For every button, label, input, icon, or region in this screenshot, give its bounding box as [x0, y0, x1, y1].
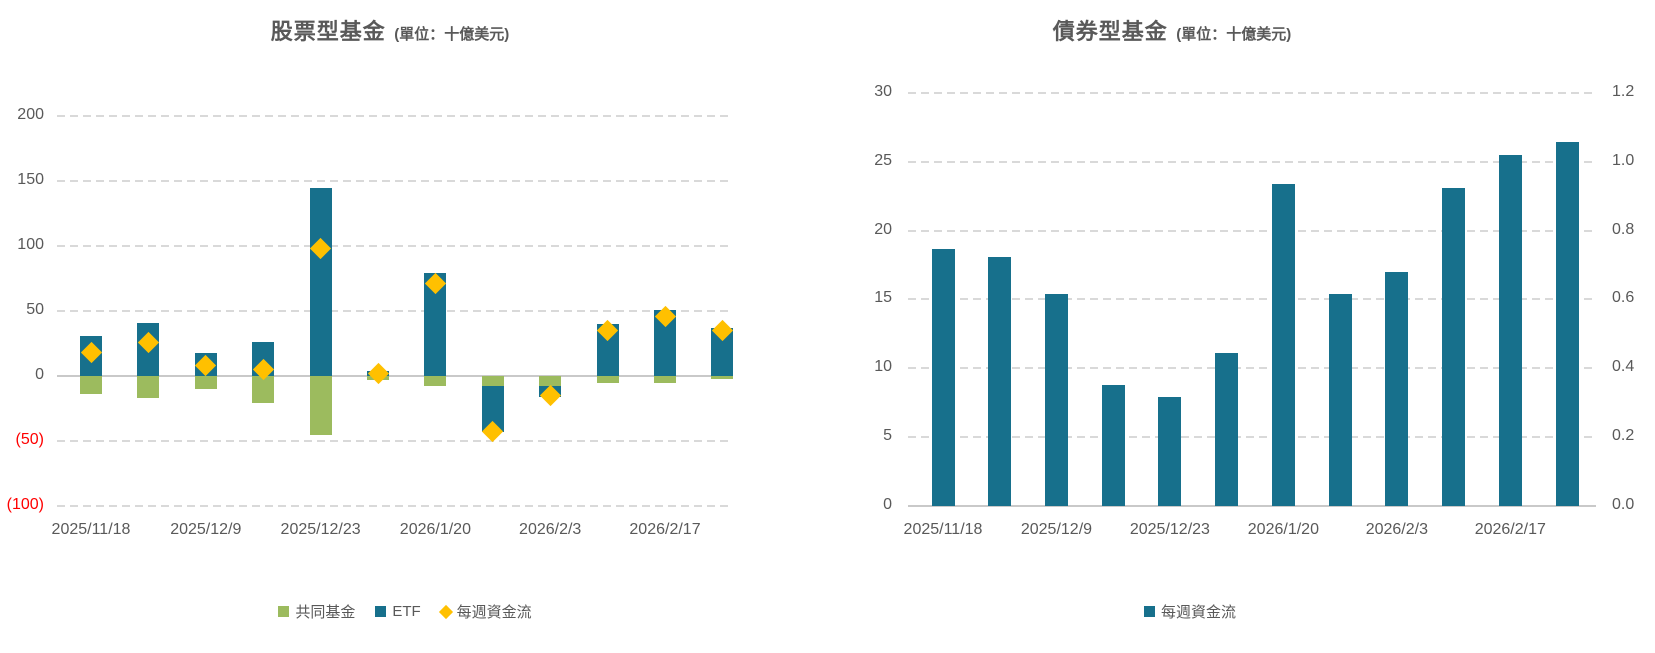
equity-chart-title-text: 股票型基金 [270, 19, 386, 44]
mutual-fund-bar [424, 376, 447, 387]
weekly-flow-bar [1328, 293, 1352, 506]
bond-chart-title-unit: (單位：十億美元) [1176, 26, 1292, 43]
equity-x-axis-label: 2026/2/3 [519, 521, 582, 538]
equity-x-axis-label: 2025/11/18 [51, 521, 131, 538]
mutual-fund-legend-swatch-icon [278, 606, 290, 617]
bond-secondary-axis-tick: 1.2 [1612, 82, 1635, 100]
equity-gridline-neg100neg [57, 505, 733, 507]
bond-legend: 每週資金流 [840, 601, 1540, 622]
mutual-fund-bar [481, 376, 504, 387]
mutual-fund-bar [252, 376, 275, 404]
weekly-flow-bar [1215, 353, 1239, 506]
bond-gridline-5 [908, 436, 1596, 439]
weekly-flow-bar [1498, 154, 1522, 506]
legend-item-weekly-flow: 每週資金流 [438, 601, 532, 622]
bond-x-axis-label: 2025/11/18 [903, 521, 983, 538]
mutual-fund-bar [194, 376, 217, 389]
mutual-fund-bar [137, 376, 160, 399]
bond-x-axis-label: 2025/12/23 [1129, 521, 1210, 538]
bond-gridline-10 [908, 367, 1596, 370]
equity-x-axis-label: 2025/12/9 [170, 521, 242, 538]
equity-gridline-0 [57, 375, 733, 377]
legend-item-mutual-fund: 共同基金 [278, 601, 355, 622]
weekly-flow-bar [988, 256, 1012, 506]
bond-y-axis-tick: 5 [883, 427, 892, 445]
equity-y-axis-tick: (50) [15, 431, 44, 448]
etf-bar [711, 327, 734, 376]
weekly-flow-bar [1442, 187, 1466, 506]
bond-secondary-axis-tick: 0.0 [1612, 496, 1635, 513]
legend-item-etf: ETF [375, 603, 421, 620]
equity-y-axis-tick: 50 [26, 301, 44, 318]
etf-bar [481, 386, 504, 432]
mutual-fund-legend-label: 共同基金 [295, 604, 356, 621]
etf-bar [424, 273, 447, 376]
bond-x-axis-label: 2026/1/20 [1247, 521, 1319, 538]
bond-gridline-20 [908, 229, 1596, 232]
mutual-fund-bar [711, 376, 734, 379]
equity-y-axis-tick: 150 [17, 171, 44, 188]
etf-legend-label: ETF [392, 603, 421, 620]
bond-gridline-0 [908, 505, 1596, 507]
equity-y-axis-tick: 100 [17, 236, 44, 253]
equity-x-axis-label: 2026/1/20 [399, 521, 471, 538]
etf-bar [596, 324, 619, 376]
weekly-flow-bar [1385, 271, 1409, 506]
weekly-flow-bar [1555, 142, 1579, 506]
bond-chart-title-text: 債券型基金 [1052, 19, 1168, 44]
weekly-flow-bar [1101, 384, 1125, 506]
bond-y-axis-tick: 30 [874, 82, 892, 100]
legend-item-weekly-flow: 每週資金流 [1143, 601, 1236, 622]
mutual-fund-bar [309, 376, 332, 435]
weekly-flow-bar [1158, 397, 1182, 506]
bond-chart-title: 債券型基金 (單位：十億美元) [822, 14, 1522, 46]
bond-y-axis-tick: 0 [883, 496, 892, 513]
equity-x-axis-label: 2025/12/23 [280, 521, 361, 538]
bond-gridline-25 [908, 160, 1596, 163]
weekly-flow-bar [1271, 183, 1295, 506]
bond-secondary-axis-tick: 1.0 [1612, 151, 1635, 169]
mutual-fund-bar [654, 376, 676, 383]
bond-gridline-30 [908, 91, 1596, 94]
weekly-flow-marker [367, 362, 389, 384]
bond-secondary-axis-tick: 0.4 [1612, 358, 1635, 376]
weekly-flow-legend-label: 每週資金流 [1160, 604, 1236, 621]
etf-bar [309, 187, 332, 376]
equity-gridline-200 [57, 115, 733, 117]
weekly-flow-bar [1044, 293, 1068, 506]
equity-y-axis-tick: (100) [6, 496, 44, 513]
equity-gridline-neg50neg [57, 440, 733, 442]
weekly-flow-legend-swatch-icon [1143, 606, 1155, 617]
equity-legend: 共同基金 ETF 每週資金流 [55, 601, 755, 622]
bond-secondary-axis-tick: 0.8 [1612, 220, 1635, 238]
mutual-fund-bar [80, 376, 102, 395]
weekly-flow-legend-label: 每週資金流 [456, 604, 532, 621]
weekly-flow-legend-swatch-icon [438, 604, 453, 619]
bond-x-axis-label: 2026/2/3 [1365, 521, 1428, 538]
etf-bar [654, 309, 676, 376]
mutual-fund-bar [539, 376, 562, 387]
equity-gridline-150 [57, 180, 733, 182]
bond-y-axis-tick: 15 [874, 289, 892, 307]
equity-chart-title-unit: (單位：十億美元) [394, 26, 510, 43]
weekly-flow-bar [931, 248, 955, 506]
equity-gridline-50 [57, 310, 733, 312]
equity-chart-title: 股票型基金 (單位：十億美元) [0, 14, 780, 46]
bond-secondary-axis-tick: 0.6 [1612, 289, 1635, 307]
equity-y-axis-tick: 200 [17, 106, 44, 123]
equity-x-axis-label: 2026/2/17 [629, 521, 701, 538]
bond-gridline-15 [908, 298, 1596, 301]
mutual-fund-bar [596, 376, 619, 383]
bond-secondary-axis-tick: 0.2 [1612, 427, 1635, 445]
bond-y-axis-tick: 10 [874, 358, 892, 376]
equity-y-axis-tick: 0 [35, 366, 44, 383]
bond-x-axis-label: 2025/12/9 [1020, 521, 1093, 538]
bond-x-axis-label: 2026/2/17 [1474, 521, 1546, 538]
equity-gridline-100 [57, 245, 733, 247]
bond-y-axis-tick: 25 [874, 151, 892, 169]
bond-y-axis-tick: 20 [874, 220, 892, 238]
etf-legend-swatch-icon [375, 606, 387, 617]
